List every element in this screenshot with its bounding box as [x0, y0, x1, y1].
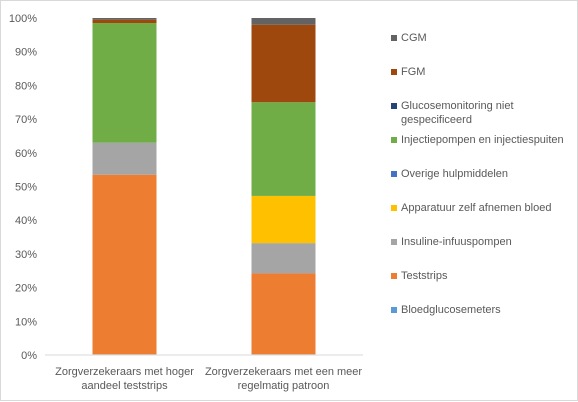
- legend-item-apparatuur-zelf-afnemen-bloed: Apparatuur zelf afnemen bloed: [391, 202, 551, 214]
- x-axis: Zorgverzekeraars met hoger aandeel testst…: [55, 366, 362, 392]
- x-category-label: Zorgverzekeraars met hoger aandeel testst…: [55, 366, 194, 392]
- legend: CGM FGM Glucosemonitoring niet gespecificee…: [391, 32, 564, 316]
- legend-item-cgm: CGM: [391, 32, 427, 44]
- bar-segment-teststrips: [251, 273, 316, 355]
- bar-segment-apparatuur-zelf-afnemen-bloed: [251, 195, 316, 244]
- legend-swatch: [391, 273, 397, 279]
- y-tick-label: 0%: [21, 350, 37, 362]
- legend-item-overige-hulpmiddelen: Overige hulpmiddelen: [391, 168, 508, 180]
- y-tick-label: 50%: [15, 182, 37, 194]
- legend-swatch: [391, 239, 397, 245]
- y-tick-label: 100%: [9, 13, 37, 25]
- bar-segment-injectiepompen-en-injectiespuiten: [251, 102, 316, 196]
- legend-item-bloedglucosemeters: Bloedglucosemeters: [391, 304, 501, 316]
- legend-swatch: [391, 171, 397, 177]
- legend-swatch: [391, 69, 397, 75]
- y-tick-label: 60%: [15, 148, 37, 160]
- legend-label: Overige hulpmiddelen: [401, 168, 508, 180]
- y-axis: 0% 10% 20% 30% 40% 50% 60% 70% 80% 90% 100%: [9, 13, 37, 362]
- legend-item-teststrips: Teststrips: [391, 270, 448, 282]
- legend-label: Bloedglucosemeters: [401, 304, 501, 316]
- legend-label: Apparatuur zelf afnemen bloed: [401, 202, 551, 214]
- y-tick-label: 40%: [15, 215, 37, 227]
- legend-swatch: [391, 35, 397, 41]
- bar-segment-insuline-infuuspompen: [251, 243, 316, 274]
- legend-label: CGM: [401, 32, 427, 44]
- legend-label: Insuline-infuuspompen: [401, 236, 512, 248]
- legend-item-glucosemonitoring-niet-gespecificeerd: Glucosemonitoring niet gespecificeerd: [391, 100, 514, 126]
- bar-segment-injectiepompen-en-injectiespuiten: [92, 23, 157, 143]
- legend-label: Glucosemonitoring niet gespecificeerd: [401, 100, 514, 126]
- legend-label: Teststrips: [401, 270, 448, 282]
- bar-segment-insuline-infuuspompen: [92, 142, 157, 175]
- legend-item-insuline-infuuspompen: Insuline-infuuspompen: [391, 236, 512, 248]
- legend-swatch: [391, 103, 397, 109]
- legend-item-fgm: FGM: [391, 66, 425, 78]
- legend-item-injectiepompen-en-injectiespuiten: Injectiepompen en injectiespuiten: [391, 134, 564, 146]
- legend-label: Injectiepompen en injectiespuiten: [401, 134, 564, 146]
- y-tick-label: 30%: [15, 249, 37, 261]
- legend-swatch: [391, 205, 397, 211]
- bar-segment-cgm: [251, 18, 316, 25]
- legend-swatch: [391, 137, 397, 143]
- legend-swatch: [391, 307, 397, 313]
- bar-segment-fgm: [92, 19, 157, 24]
- bar-segment-cgm: [92, 18, 157, 20]
- y-tick-label: 10%: [15, 316, 37, 328]
- y-tick-label: 70%: [15, 114, 37, 126]
- bar-segment-teststrips: [92, 174, 157, 355]
- y-tick-label: 80%: [15, 80, 37, 92]
- y-tick-label: 90%: [15, 47, 37, 59]
- legend-label: FGM: [401, 66, 425, 78]
- y-tick-label: 20%: [15, 283, 37, 295]
- x-category-label: Zorgverzekeraars met een meer regelmatig …: [205, 366, 362, 392]
- bar-segment-fgm: [251, 24, 316, 103]
- bars: [92, 18, 316, 355]
